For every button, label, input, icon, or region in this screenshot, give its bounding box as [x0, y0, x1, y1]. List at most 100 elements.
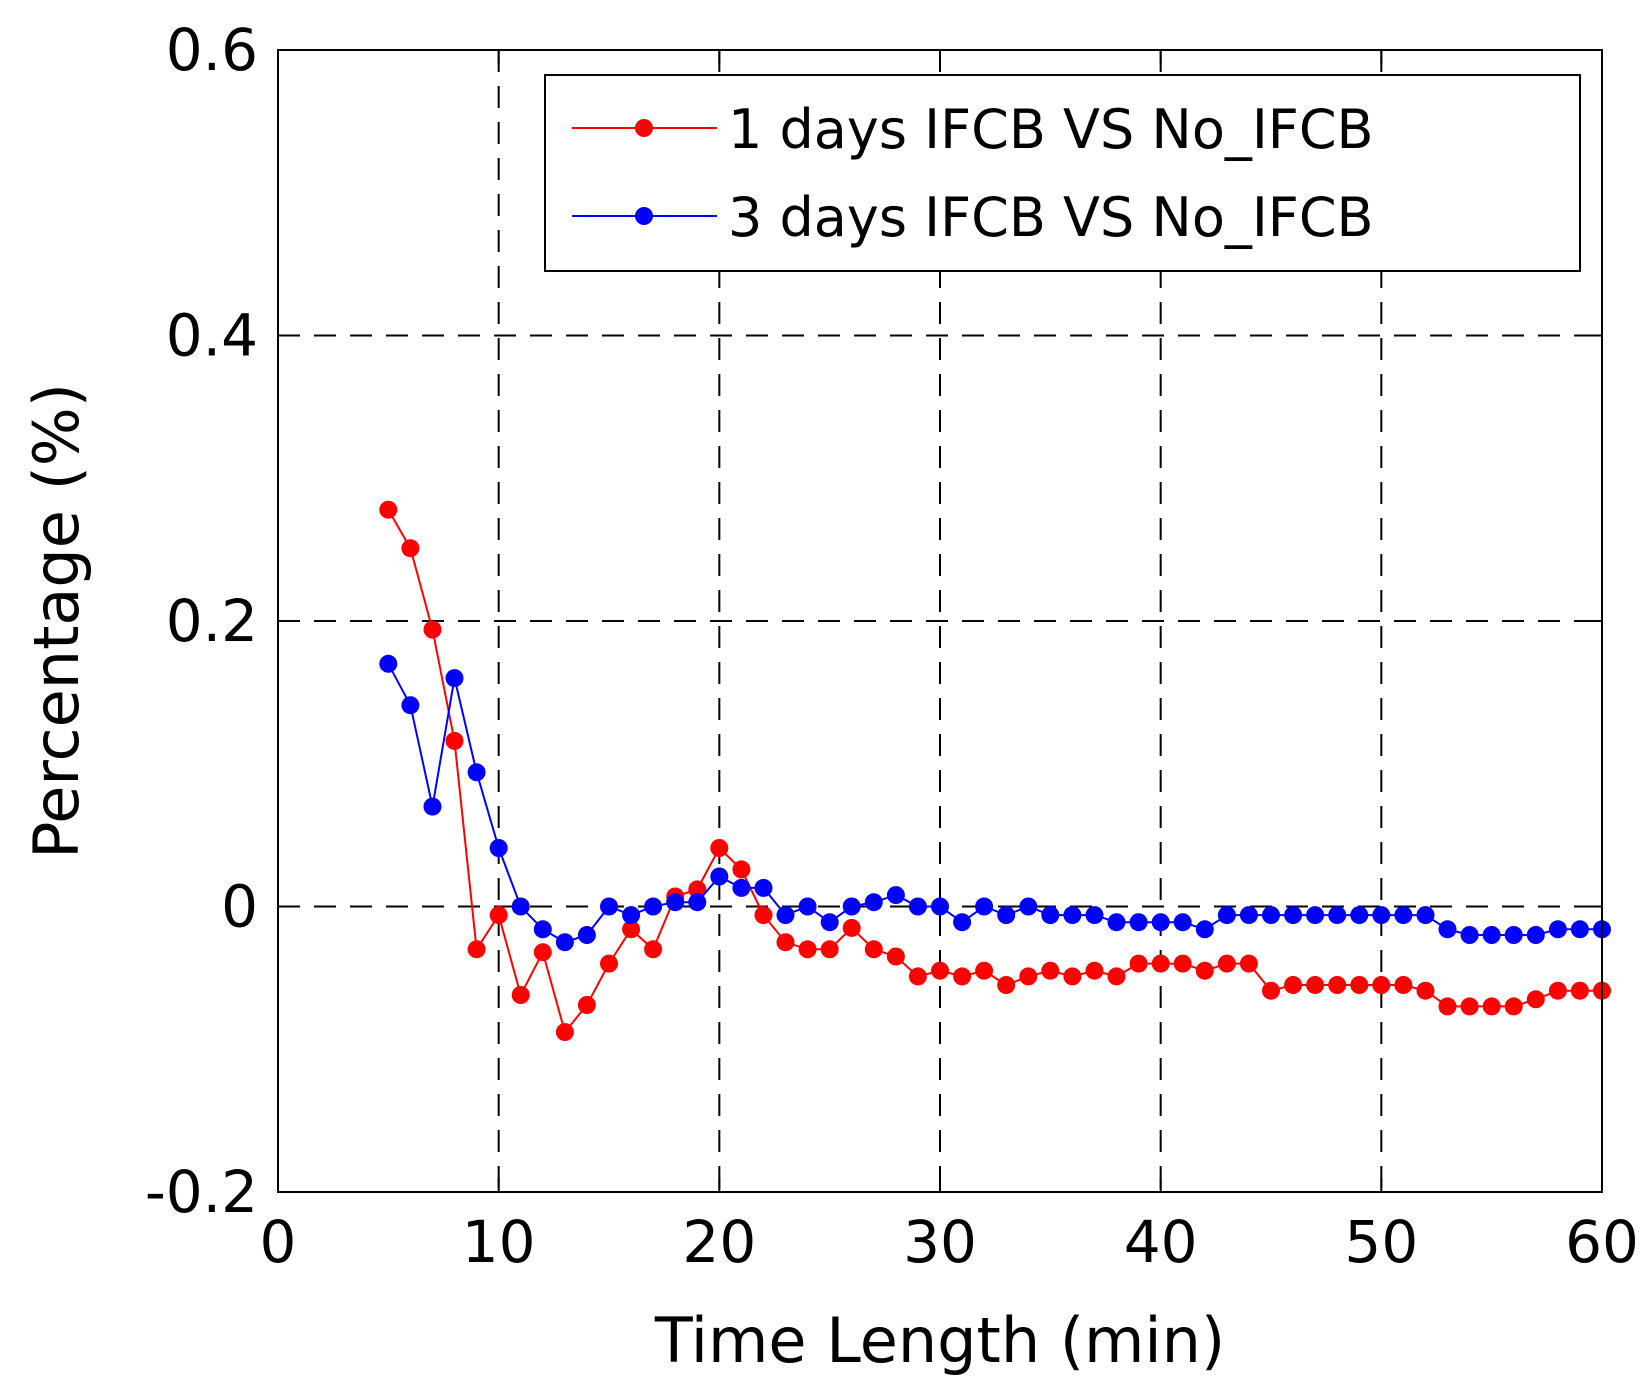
- y-tick-label: -0.2: [145, 1158, 258, 1226]
- legend-label-2: 3 days IFCB VS No_IFCB: [728, 186, 1374, 249]
- data-point: [1526, 926, 1545, 944]
- data-point: [754, 878, 773, 897]
- data-point: [1195, 920, 1214, 939]
- data-point: [423, 797, 442, 816]
- data-point: [467, 940, 486, 959]
- data-point: [842, 897, 861, 916]
- data-point: [1041, 906, 1060, 925]
- data-point: [908, 967, 927, 986]
- x-tick-label: 50: [1344, 1208, 1418, 1276]
- series-2: [379, 654, 1611, 952]
- data-point: [1350, 906, 1369, 925]
- data-point: [1570, 920, 1589, 939]
- data-point: [1019, 897, 1038, 916]
- data-point: [864, 893, 883, 912]
- data-point: [1085, 961, 1104, 980]
- legend-label-1: 1 days IFCB VS No_IFCB: [728, 98, 1374, 161]
- legend-marker-2: [635, 207, 653, 225]
- data-point: [820, 940, 839, 959]
- y-tick-label: 0.4: [166, 302, 258, 370]
- legend-marker-1: [635, 119, 653, 137]
- data-point: [1504, 997, 1523, 1016]
- data-point: [511, 986, 530, 1004]
- data-point: [997, 976, 1016, 994]
- data-point: [644, 940, 663, 959]
- x-tick-label: 40: [1124, 1208, 1198, 1276]
- data-point: [1107, 967, 1126, 986]
- data-point: [931, 897, 949, 916]
- data-point: [886, 886, 905, 905]
- data-point: [1306, 976, 1325, 994]
- data-point: [975, 897, 994, 916]
- y-tick-label: 0.2: [166, 587, 258, 655]
- data-point: [710, 839, 729, 857]
- data-point: [1151, 954, 1170, 973]
- data-point: [445, 669, 464, 688]
- data-point: [401, 539, 420, 558]
- data-point: [555, 933, 574, 952]
- data-point: [1548, 981, 1567, 1000]
- data-point: [754, 906, 773, 925]
- data-point: [1548, 920, 1567, 939]
- data-point: [1262, 906, 1280, 925]
- x-tick-label: 10: [462, 1208, 536, 1276]
- data-point: [732, 878, 751, 897]
- data-point: [489, 906, 508, 925]
- data-point: [1063, 967, 1082, 986]
- data-point: [688, 893, 707, 912]
- data-point: [1173, 954, 1192, 973]
- data-point: [533, 920, 552, 939]
- data-point: [666, 893, 685, 912]
- data-point: [1372, 906, 1391, 925]
- data-point: [1107, 913, 1126, 932]
- data-point: [776, 906, 795, 925]
- data-point: [1063, 906, 1082, 925]
- data-point: [644, 897, 663, 916]
- data-point: [1217, 954, 1236, 973]
- data-point: [1394, 976, 1413, 994]
- data-point: [908, 897, 927, 916]
- data-point: [1306, 906, 1325, 925]
- data-point: [401, 696, 420, 715]
- data-point: [1239, 906, 1258, 925]
- series-layer: [379, 500, 1611, 1042]
- data-point: [577, 996, 596, 1014]
- data-point: [600, 954, 618, 973]
- data-point: [600, 897, 618, 916]
- data-point: [1460, 997, 1479, 1016]
- data-point: [953, 913, 972, 932]
- legend: 1 days IFCB VS No_IFCB 3 days IFCB VS No…: [544, 74, 1581, 272]
- data-point: [1129, 913, 1148, 932]
- data-point: [688, 880, 707, 899]
- data-point: [379, 500, 398, 519]
- data-point: [1041, 961, 1060, 980]
- data-point: [1173, 913, 1192, 932]
- data-point: [1217, 906, 1236, 925]
- data-point: [975, 961, 994, 980]
- x-tick-label: 0: [260, 1208, 297, 1276]
- x-tick-label: 30: [903, 1208, 977, 1276]
- y-tick-label: 0.6: [166, 16, 258, 84]
- data-point: [1482, 997, 1501, 1016]
- data-point: [423, 620, 442, 639]
- data-point: [379, 654, 398, 673]
- x-axis-label: Time Length (min): [654, 1304, 1225, 1377]
- data-point: [467, 763, 486, 782]
- data-point: [489, 839, 508, 857]
- data-point: [1570, 981, 1589, 1000]
- data-point: [511, 897, 530, 916]
- data-point: [1438, 920, 1457, 939]
- data-point: [1394, 906, 1413, 925]
- data-point: [1328, 906, 1347, 925]
- data-point: [1416, 981, 1435, 1000]
- data-point: [798, 897, 817, 916]
- data-point: [776, 933, 795, 952]
- tick-labels: 0 10 20 30 40 50 60-0.200.20.40.6: [145, 16, 1639, 1276]
- data-point: [710, 867, 729, 886]
- data-point: [1019, 967, 1038, 986]
- y-tick-label: 0: [221, 873, 258, 941]
- data-point: [1129, 954, 1148, 973]
- data-point: [1284, 976, 1303, 994]
- data-point: [533, 943, 552, 962]
